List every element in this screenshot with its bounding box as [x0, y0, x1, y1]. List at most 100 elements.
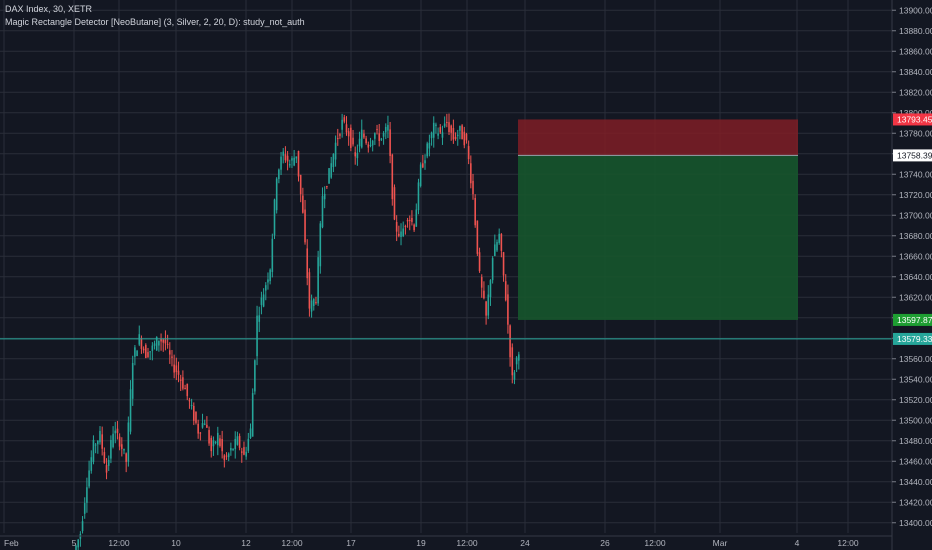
candlestick: [134, 345, 136, 366]
candlestick: [149, 351, 151, 360]
price-tick-label: 13740.000: [899, 169, 932, 179]
candle-body: [378, 133, 381, 142]
candle-body: [286, 155, 289, 162]
candlestick: [507, 284, 509, 334]
candlestick: [260, 291, 263, 315]
position-zones: [518, 119, 798, 320]
candlestick: [219, 435, 221, 448]
candlestick: [400, 223, 402, 246]
candle-body: [461, 125, 463, 140]
candlestick: [358, 131, 361, 153]
candlestick: [509, 324, 511, 367]
candle-body: [142, 348, 145, 351]
candle-body: [147, 352, 149, 358]
candlestick: [293, 149, 295, 167]
candlestick: [145, 343, 147, 359]
candle-body: [188, 400, 191, 402]
candle-body: [190, 404, 193, 406]
candlestick: [513, 370, 516, 385]
candle-body: [275, 178, 278, 211]
candlestick: [483, 281, 485, 300]
candle-body: [354, 152, 357, 157]
price-tick-label: 13520.000: [899, 395, 932, 405]
candlestick: [103, 447, 106, 464]
candlestick: [203, 419, 206, 426]
price-tick-label: 13880.000: [899, 26, 932, 36]
candlestick: [83, 497, 86, 519]
candlestick: [384, 123, 387, 140]
candle-body: [184, 388, 186, 390]
candlestick: [406, 217, 409, 228]
candlestick: [216, 426, 219, 456]
candle-body: [507, 294, 509, 325]
candle-body: [415, 209, 418, 227]
candle-body: [334, 142, 337, 160]
candle-body: [83, 503, 86, 514]
candlestick: [463, 126, 466, 149]
candlestick: [123, 448, 125, 455]
candlestick: [184, 384, 186, 390]
candle-body: [238, 435, 241, 448]
candle-body: [487, 294, 490, 316]
candle-body: [256, 315, 258, 357]
candlestick: [476, 220, 479, 256]
candle-body: [302, 195, 304, 213]
candle-body: [271, 238, 274, 272]
candlestick: [238, 433, 241, 451]
candle-body: [75, 545, 77, 550]
candle-body: [227, 453, 230, 458]
candle-body: [360, 129, 363, 148]
candle-body: [81, 521, 84, 532]
candle-body: [173, 364, 175, 373]
candlestick: [354, 146, 357, 165]
candle-body: [400, 231, 402, 238]
price-tick-label: 13780.000: [899, 128, 932, 138]
target-price-label-bg: [893, 313, 932, 326]
candlestick: [190, 398, 193, 410]
candlestick: [112, 426, 114, 449]
candlestick: [489, 279, 492, 306]
candle-body: [326, 186, 328, 188]
candlestick: [136, 349, 138, 357]
candle-body: [426, 143, 429, 157]
candlestick: [160, 333, 162, 351]
candle-body: [105, 465, 108, 473]
candlestick: [411, 210, 413, 226]
candlestick: [186, 383, 189, 401]
price-tick-label: 13820.000: [899, 87, 932, 97]
time-tick-label: 4: [795, 538, 800, 548]
candlestick: [234, 431, 237, 459]
candle-body: [195, 411, 197, 423]
time-tick-label: Mar: [713, 538, 728, 548]
candlestick: [75, 544, 77, 550]
candlestick: [360, 119, 363, 149]
candlestick: [485, 300, 487, 325]
candle-body: [243, 447, 245, 455]
candle-body: [402, 228, 405, 237]
candle-body: [254, 360, 256, 392]
candlestick: [456, 129, 459, 146]
candlestick: [90, 450, 93, 474]
candle-body: [121, 444, 123, 449]
candlestick: [94, 442, 97, 454]
candlestick: [208, 426, 210, 446]
candle-body: [509, 325, 511, 358]
candlestick: [439, 124, 442, 134]
price-tick-label: 13860.000: [899, 46, 932, 56]
candle-body: [454, 136, 457, 140]
time-axis[interactable]: Feb 5 12:00 10 12 12:00 17 19 12:00 24 26 12:00 Mar 4…: [0, 535, 892, 548]
candlestick: [192, 402, 195, 426]
candlestick: [465, 132, 468, 144]
candlestick: [153, 340, 156, 350]
candlestick: [116, 421, 119, 440]
candlestick: [249, 423, 252, 439]
candlestick: [227, 452, 230, 462]
candlestick: [121, 437, 123, 457]
candle-body: [465, 133, 468, 141]
candle-body: [350, 127, 352, 148]
candlestick: [164, 330, 167, 351]
candle-body: [134, 347, 136, 357]
candlestick: [319, 220, 322, 274]
candle-body: [295, 156, 298, 159]
